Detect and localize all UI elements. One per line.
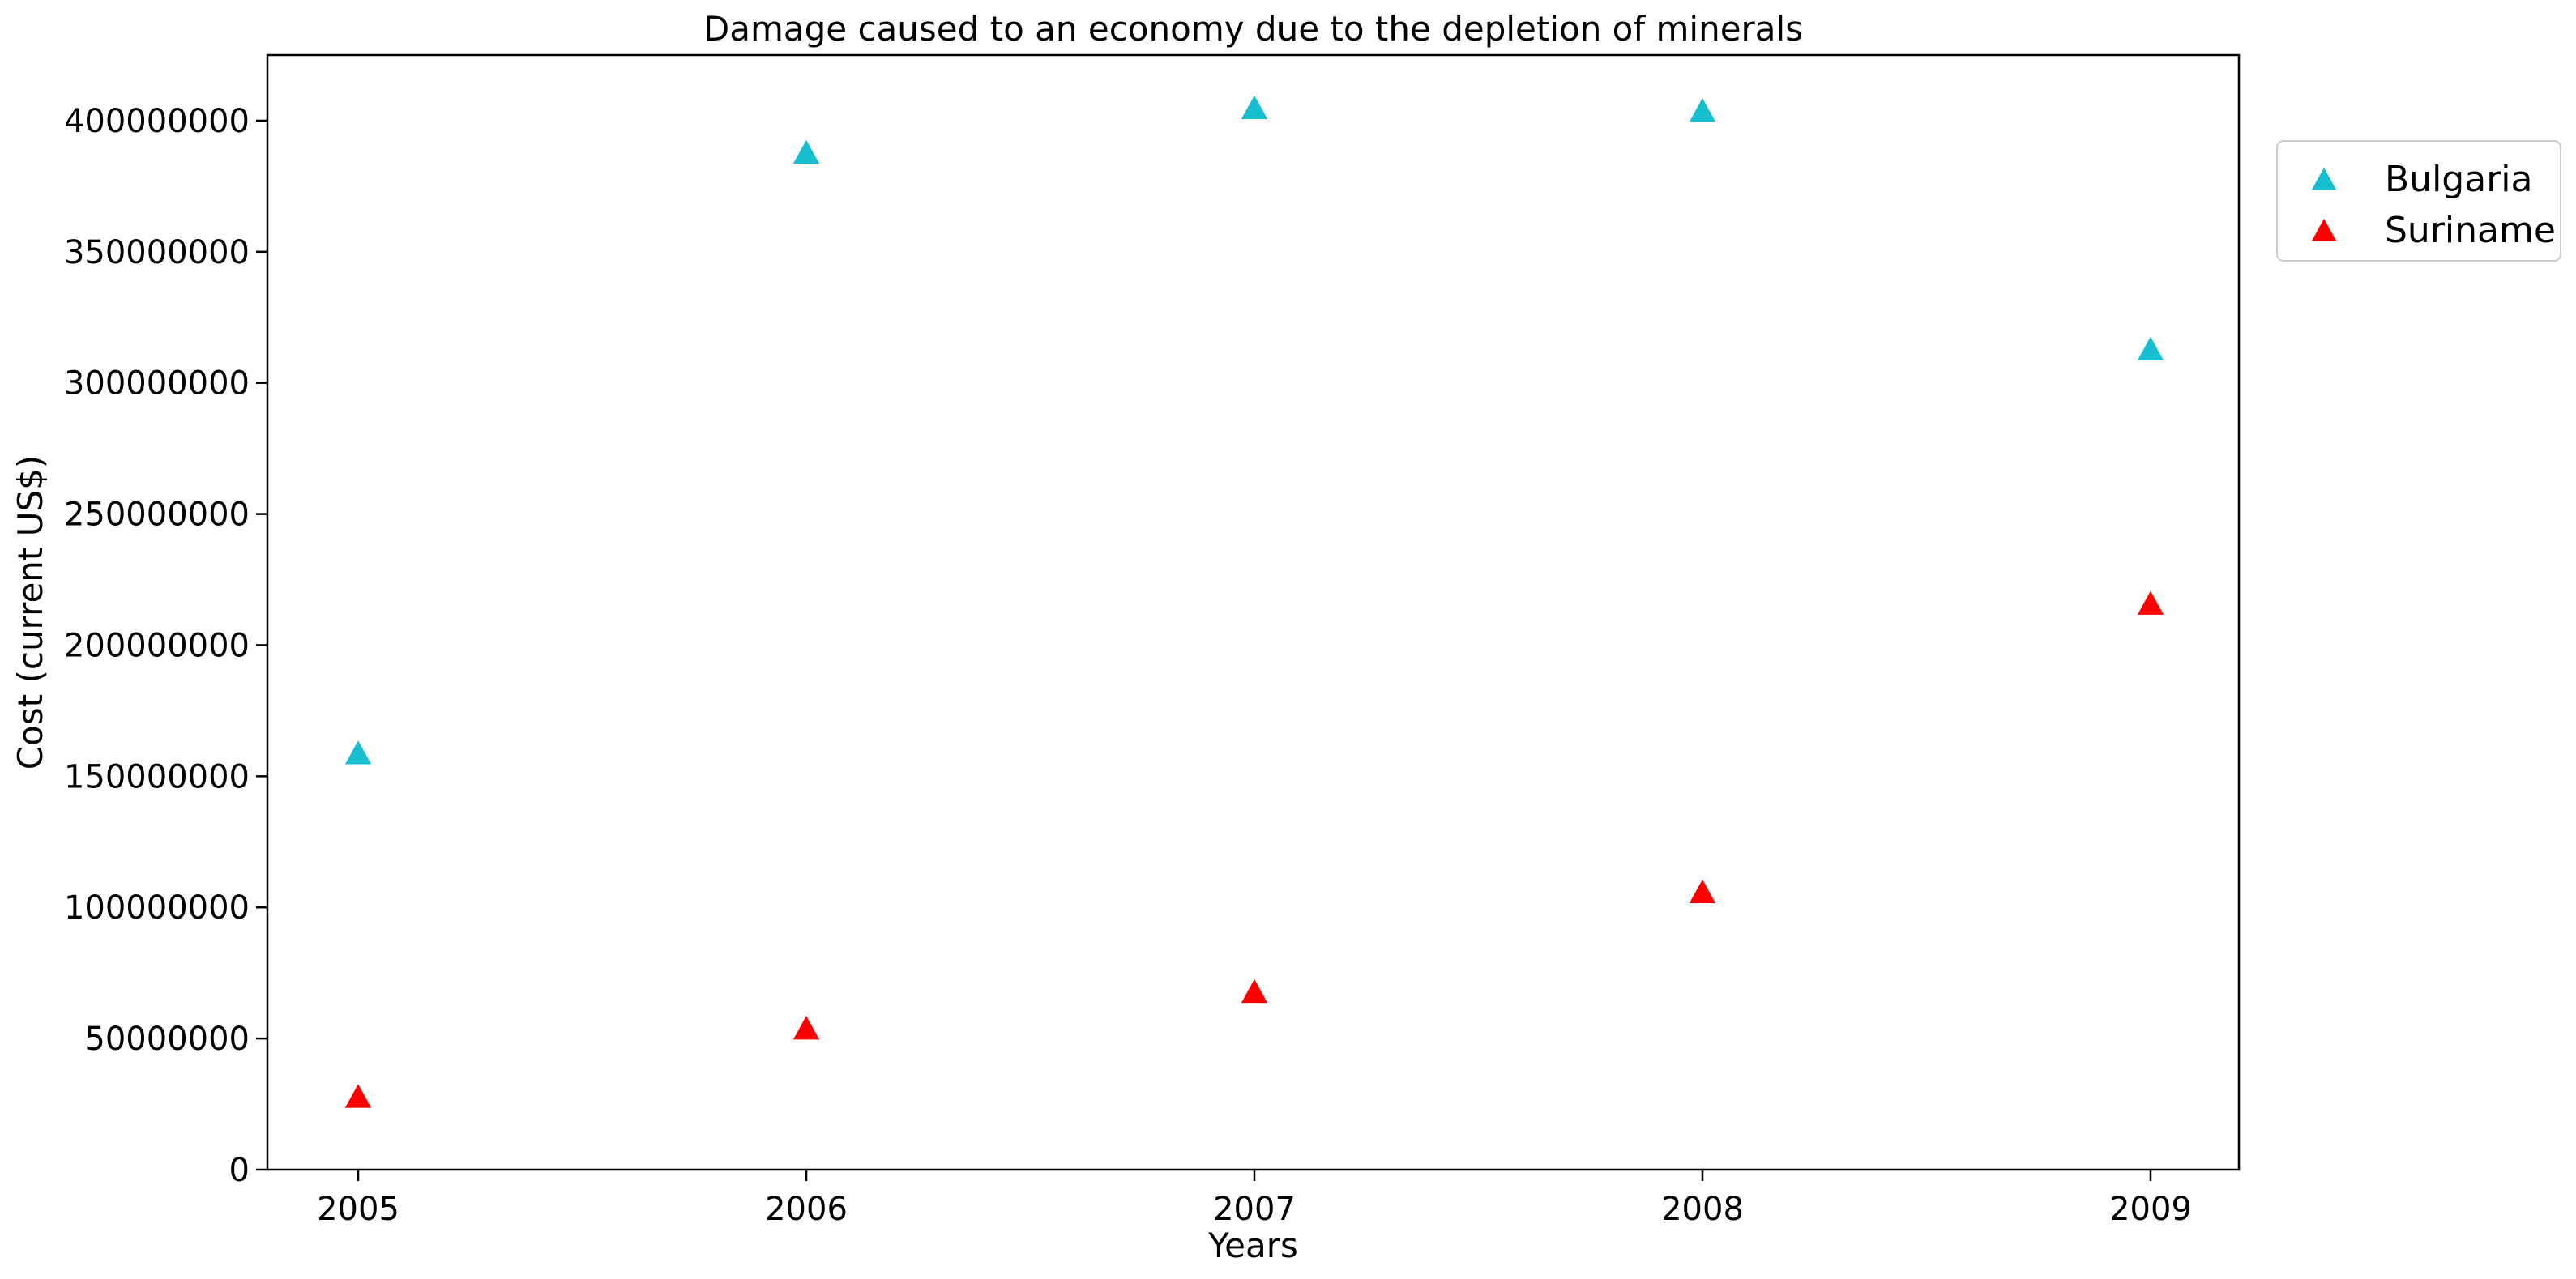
data-point-suriname (792, 1016, 820, 1040)
chart-title: Damage caused to an economy due to the d… (703, 9, 1803, 49)
legend-marker-bulgaria (2311, 168, 2337, 190)
legend-label-suriname: Suriname (2385, 210, 2556, 251)
plot-area-frame (266, 53, 2241, 1171)
x-tick-label: 2008 (1661, 1191, 1744, 1228)
y-tick-label: 400000000 (64, 103, 250, 140)
x-tick-label: 2006 (765, 1191, 848, 1228)
y-tick-label: 50000000 (84, 1021, 250, 1058)
y-tick-label: 350000000 (64, 234, 250, 271)
data-point-bulgaria (1689, 97, 1716, 122)
y-tick-label: 250000000 (64, 497, 250, 534)
legend-box (2276, 140, 2561, 262)
y-tick-label: 0 (229, 1152, 250, 1189)
x-axis-title: Years (1207, 1226, 1298, 1265)
data-point-bulgaria (344, 740, 372, 765)
data-point-bulgaria (792, 139, 820, 164)
y-axis-ticks: 0 50000000 100000000 150000000 200000000 2500… (64, 103, 267, 1189)
data-point-suriname (2137, 590, 2164, 615)
legend: Bulgaria Suriname (2276, 140, 2561, 262)
y-tick-label: 100000000 (64, 889, 250, 927)
legend-label-bulgaria: Bulgaria (2385, 159, 2532, 200)
x-tick-label: 2007 (1213, 1191, 1296, 1228)
y-tick-label: 200000000 (64, 627, 250, 664)
y-axis-title: Cost (current US$) (11, 455, 50, 770)
data-point-suriname (344, 1084, 372, 1108)
x-tick-label: 2009 (2109, 1191, 2192, 1228)
x-tick-label: 2005 (317, 1191, 399, 1228)
y-tick-label: 150000000 (64, 758, 250, 795)
data-point-suriname (1689, 879, 1716, 904)
y-tick-label: 300000000 (64, 365, 250, 403)
data-point-bulgaria (1241, 95, 1268, 119)
data-point-suriname (1241, 978, 1268, 1004)
x-axis-ticks: 2005 2006 2007 2008 2009 (317, 1170, 2192, 1228)
data-point-bulgaria (2137, 336, 2164, 360)
data-points (344, 95, 2164, 1108)
legend-marker-suriname (2311, 219, 2337, 241)
